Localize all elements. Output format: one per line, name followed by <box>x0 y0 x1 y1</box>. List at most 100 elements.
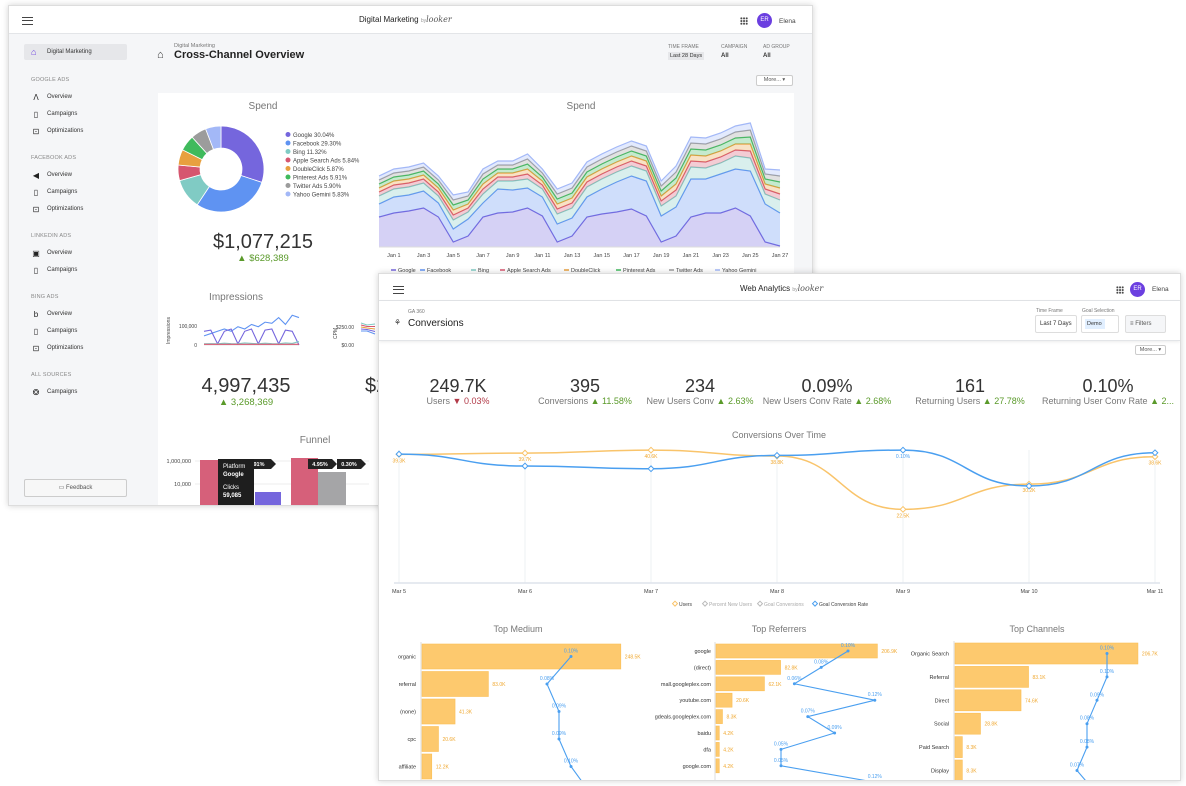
category-label: Display <box>931 769 949 775</box>
category-label: referral <box>399 682 416 688</box>
rate-point <box>1095 698 1099 702</box>
kpi-value: 234 <box>684 376 716 396</box>
kpi-value: 395 <box>569 376 601 396</box>
funnel-chart: 1,000,000 10,000 91% 4.95% 0.30% <box>167 458 369 505</box>
data-point <box>773 451 781 459</box>
sidebar-item-google-ads-campaigns[interactable]: ▯ Campaigns <box>24 106 134 123</box>
category-label: Social <box>934 722 949 728</box>
category-label: gdeals.googleplex.com <box>655 715 712 721</box>
x-tick-label: Mar 8 <box>770 589 784 595</box>
data-label: 39.7K <box>518 457 532 463</box>
x-tick-label: Jan 17 <box>623 253 640 259</box>
funnel-arrow-label: 91% <box>253 462 264 468</box>
app-name: Web Analytics <box>740 284 791 293</box>
impressions-value: 4,997,435 <box>201 375 291 397</box>
apps-grid-icon[interactable] <box>740 17 748 25</box>
app-by: by <box>792 287 798 293</box>
value-label: 12.2K <box>436 765 450 771</box>
sidebar-item-bing-ads-campaigns[interactable]: ▯ Campaigns <box>24 323 134 340</box>
sidebar-item-bing-ads-optimizations[interactable]: ⊡ Optimizations <box>24 340 134 357</box>
home-icon[interactable]: ⌂ <box>157 49 164 61</box>
filter-value[interactable]: Last 28 Days <box>668 52 705 60</box>
bar <box>954 759 963 780</box>
sidebar-item-linkedin-ads-campaigns[interactable]: ▯ Campaigns <box>24 262 134 279</box>
y-tick-label: $250.00 <box>336 325 354 331</box>
value-label: 82.8K <box>785 665 799 671</box>
sidebar-item-bing-ads-overview[interactable]: b Overview <box>24 306 134 323</box>
avatar[interactable]: ER <box>757 13 772 28</box>
filter-icon: ≡ <box>1130 321 1134 327</box>
area-google <box>379 208 780 247</box>
filter-value[interactable]: All <box>763 53 771 59</box>
conversions-over-time-chart: Mar 5 Mar 6 Mar 7 Mar 8 Mar 9 Mar 10 Mar 11 39.… <box>392 446 1163 608</box>
sidebar-item-digital-marketing[interactable]: ⌂ Digital Marketing <box>24 44 127 60</box>
rate-line <box>546 656 582 780</box>
sidebar-item-linkedin-ads-overview[interactable]: ▣ Overview <box>24 245 134 262</box>
spend-donut-chart: Google 30.04% Facebook 29.30% Bing 11.32% A… <box>177 125 360 213</box>
funnel-title: Funnel <box>299 435 331 446</box>
value-label: 4.2K <box>723 764 734 770</box>
breadcrumb[interactable]: GA 360 <box>408 309 425 315</box>
kpi-label: Conversions ▲ 11.58% <box>538 396 632 406</box>
sidebar-item-all-sources-campaigns[interactable]: ❂ Campaigns <box>24 384 134 401</box>
category-label: (none) <box>400 710 416 716</box>
funnel-arrow <box>337 459 366 469</box>
category-label: Referral <box>929 675 949 681</box>
x-tick-label: Mar 10 <box>1020 589 1037 595</box>
rate-point <box>1085 722 1089 726</box>
feedback-button[interactable]: ▭ Feedback <box>24 479 127 497</box>
data-point <box>899 446 907 454</box>
category-label: google.com <box>683 764 712 770</box>
value-label: 206.9K <box>881 649 898 655</box>
legend-marker <box>756 600 764 607</box>
user-name[interactable]: Elena <box>779 18 796 25</box>
legend-swatch <box>285 132 291 137</box>
sidebar-item-google-ads-optimizations[interactable]: ⊡ Optimizations <box>24 123 134 140</box>
menu-icon[interactable] <box>22 17 33 25</box>
sidebar-item-label: Overview <box>47 93 73 100</box>
breadcrumb[interactable]: Digital Marketing <box>174 43 215 49</box>
rate-label: 0.10% <box>1100 669 1115 675</box>
x-tick-label: Jan 9 <box>506 253 519 259</box>
rate-point <box>569 765 573 768</box>
kpi-label-text: New Users Conv Rate <box>762 396 855 406</box>
funnel-bar <box>255 492 281 505</box>
bar <box>715 725 720 741</box>
spend-value: $1,077,215 <box>212 231 314 253</box>
bar <box>421 698 456 725</box>
top-referrers-title: Top Referrers <box>751 624 807 634</box>
category-label: google <box>694 649 711 655</box>
goal-selection-select[interactable]: Demo <box>1081 315 1119 333</box>
rate-point <box>779 764 783 768</box>
time-frame-select[interactable]: Last 7 Days <box>1035 315 1077 333</box>
data-point <box>1151 449 1159 457</box>
kpi-delta: ▲ 27.78% <box>982 396 1025 406</box>
x-tick-label: Mar 5 <box>392 589 406 595</box>
kpi-delta: ▼ 0.03% <box>452 396 490 406</box>
sidebar-item-facebook-ads-campaigns[interactable]: ▯ Campaigns <box>24 184 134 201</box>
y-tick-label: 100,000 <box>179 324 197 330</box>
avatar[interactable]: ER <box>1130 282 1145 297</box>
menu-icon[interactable] <box>393 286 404 294</box>
bing-icon: b <box>33 309 39 319</box>
bar <box>954 736 963 758</box>
filters-button[interactable]: ≡ Filters <box>1125 315 1166 333</box>
funnel-arrow <box>247 459 276 469</box>
user-name[interactable]: Elena <box>1152 286 1169 293</box>
area-line-doubleclick <box>378 143 781 211</box>
filter-value[interactable]: All <box>721 53 729 59</box>
sidebar-item-google-ads-overview[interactable]: Λ Overview <box>24 89 134 106</box>
rate-line <box>780 650 875 780</box>
sidebar-item-facebook-ads-overview[interactable]: ◀ Overview <box>24 167 134 184</box>
value-label: 62.1K <box>768 682 782 688</box>
sidebar-item-facebook-ads-optimizations[interactable]: ⊡ Optimizations <box>24 201 134 218</box>
clipboard-icon: ▯ <box>33 265 39 275</box>
conversions-over-time-title: Conversions Over Time <box>731 430 827 440</box>
spend-area-chart: Jan 1 Jan 3 Jan 5 Jan 7 Jan 9 Jan 11 Jan 13 Jan… <box>378 122 788 274</box>
more-button[interactable]: More... ▾ <box>756 75 793 86</box>
apps-grid-icon[interactable] <box>1116 286 1124 294</box>
more-button[interactable]: More... ▾ <box>1135 345 1166 355</box>
sidebar-item-label: Overview <box>47 249 73 256</box>
bar <box>421 726 439 752</box>
legend-label: Users <box>679 602 693 608</box>
